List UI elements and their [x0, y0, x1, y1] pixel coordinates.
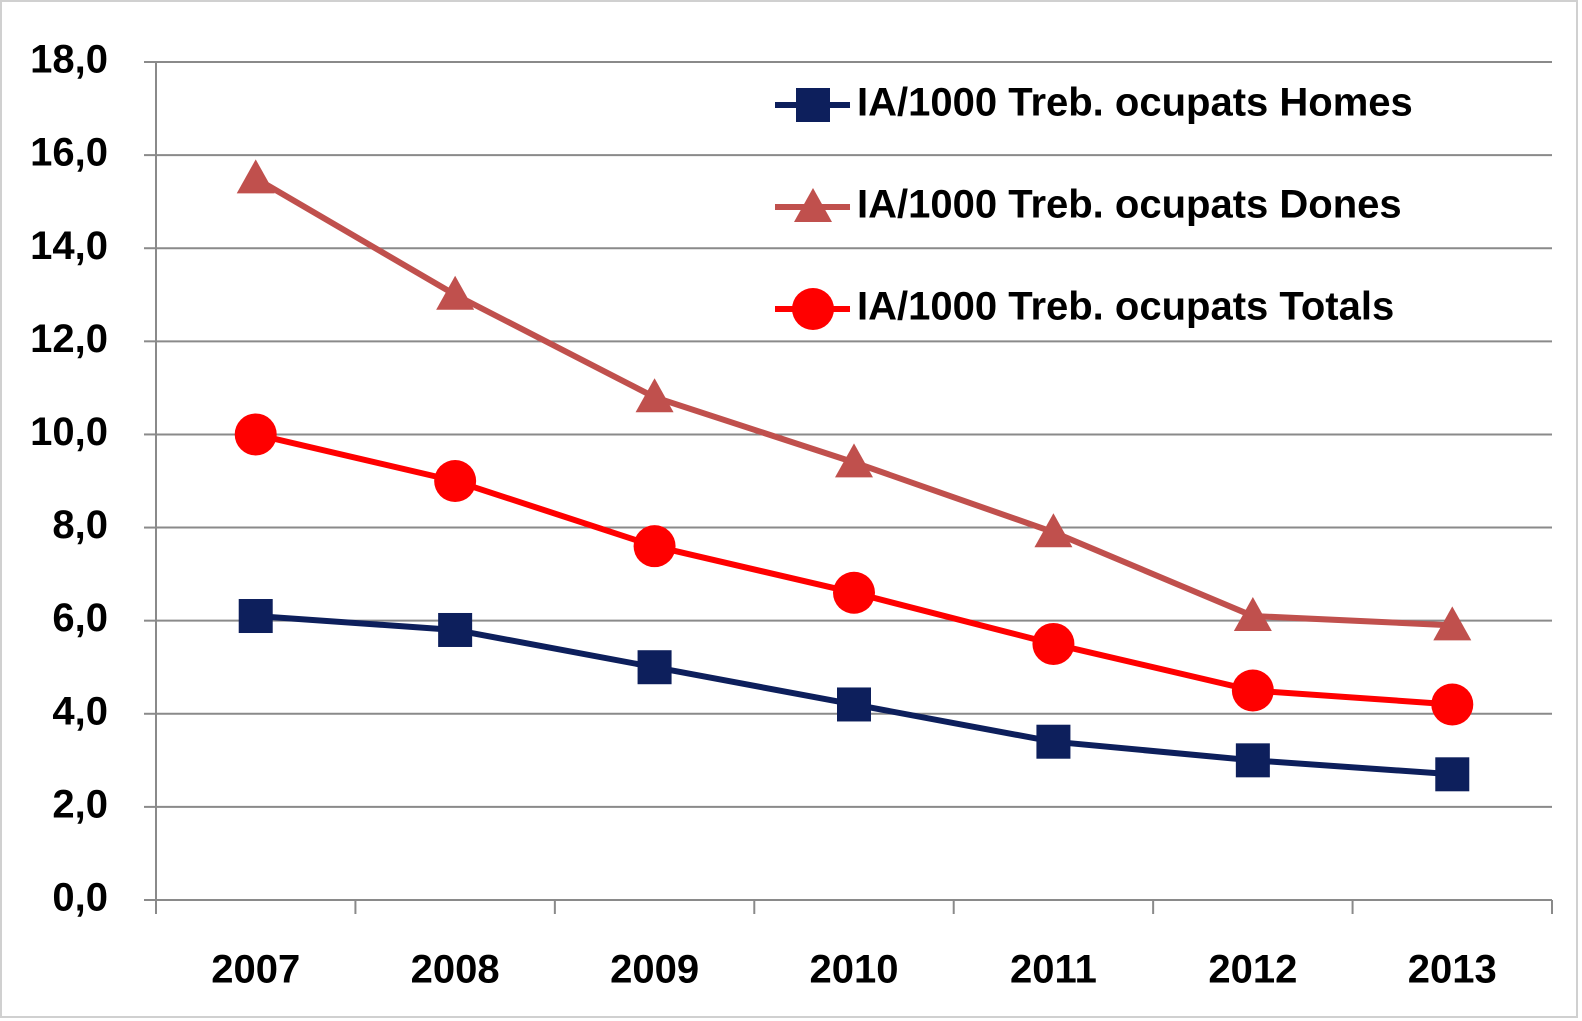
y-tick-label: 14,0	[30, 224, 108, 268]
data-point	[837, 687, 871, 722]
data-point	[1036, 724, 1071, 759]
legend-marker	[794, 188, 832, 222]
data-point	[633, 525, 676, 568]
y-tick-label: 4,0	[52, 689, 108, 733]
y-tick-label: 10,0	[30, 410, 108, 454]
data-point	[1231, 669, 1274, 712]
x-tick-label: 2013	[1408, 948, 1497, 992]
legend-label: IA/1000 Treb. ocupats Homes	[857, 81, 1413, 125]
x-tick-label: 2007	[211, 948, 300, 992]
x-tick-label: 2010	[810, 948, 899, 992]
data-point	[1433, 606, 1472, 641]
data-point	[434, 460, 477, 502]
data-point	[1032, 622, 1075, 665]
data-point	[1431, 683, 1474, 726]
y-tick-label: 6,0	[52, 596, 108, 640]
data-point	[1435, 757, 1470, 792]
data-point	[236, 159, 275, 194]
y-tick-label: 0,0	[52, 876, 108, 920]
data-point	[833, 571, 875, 614]
data-point	[635, 378, 674, 413]
x-tick-label: 2012	[1208, 948, 1297, 992]
y-tick-label: 8,0	[52, 503, 108, 547]
x-tick-label: 2009	[610, 948, 699, 992]
legend-label: IA/1000 Treb. ocupats Totals	[857, 285, 1394, 329]
data-point	[234, 413, 277, 456]
legend-label: IA/1000 Treb. ocupats Dones	[857, 183, 1402, 227]
data-point	[436, 275, 475, 310]
data-point	[835, 443, 873, 478]
y-tick-label: 12,0	[30, 317, 108, 361]
y-tick-label: 2,0	[52, 782, 108, 826]
data-point	[1034, 513, 1073, 548]
data-point	[438, 612, 473, 647]
legend-marker	[792, 288, 834, 330]
data-point	[637, 650, 672, 685]
legend-marker	[796, 88, 830, 122]
data-point	[1235, 743, 1270, 778]
data-point	[1233, 597, 1272, 632]
x-tick-label: 2011	[1010, 948, 1097, 992]
y-tick-label: 16,0	[30, 131, 108, 175]
y-tick-label: 18,0	[30, 38, 108, 82]
data-point	[238, 599, 273, 634]
x-tick-label: 2008	[411, 948, 500, 992]
